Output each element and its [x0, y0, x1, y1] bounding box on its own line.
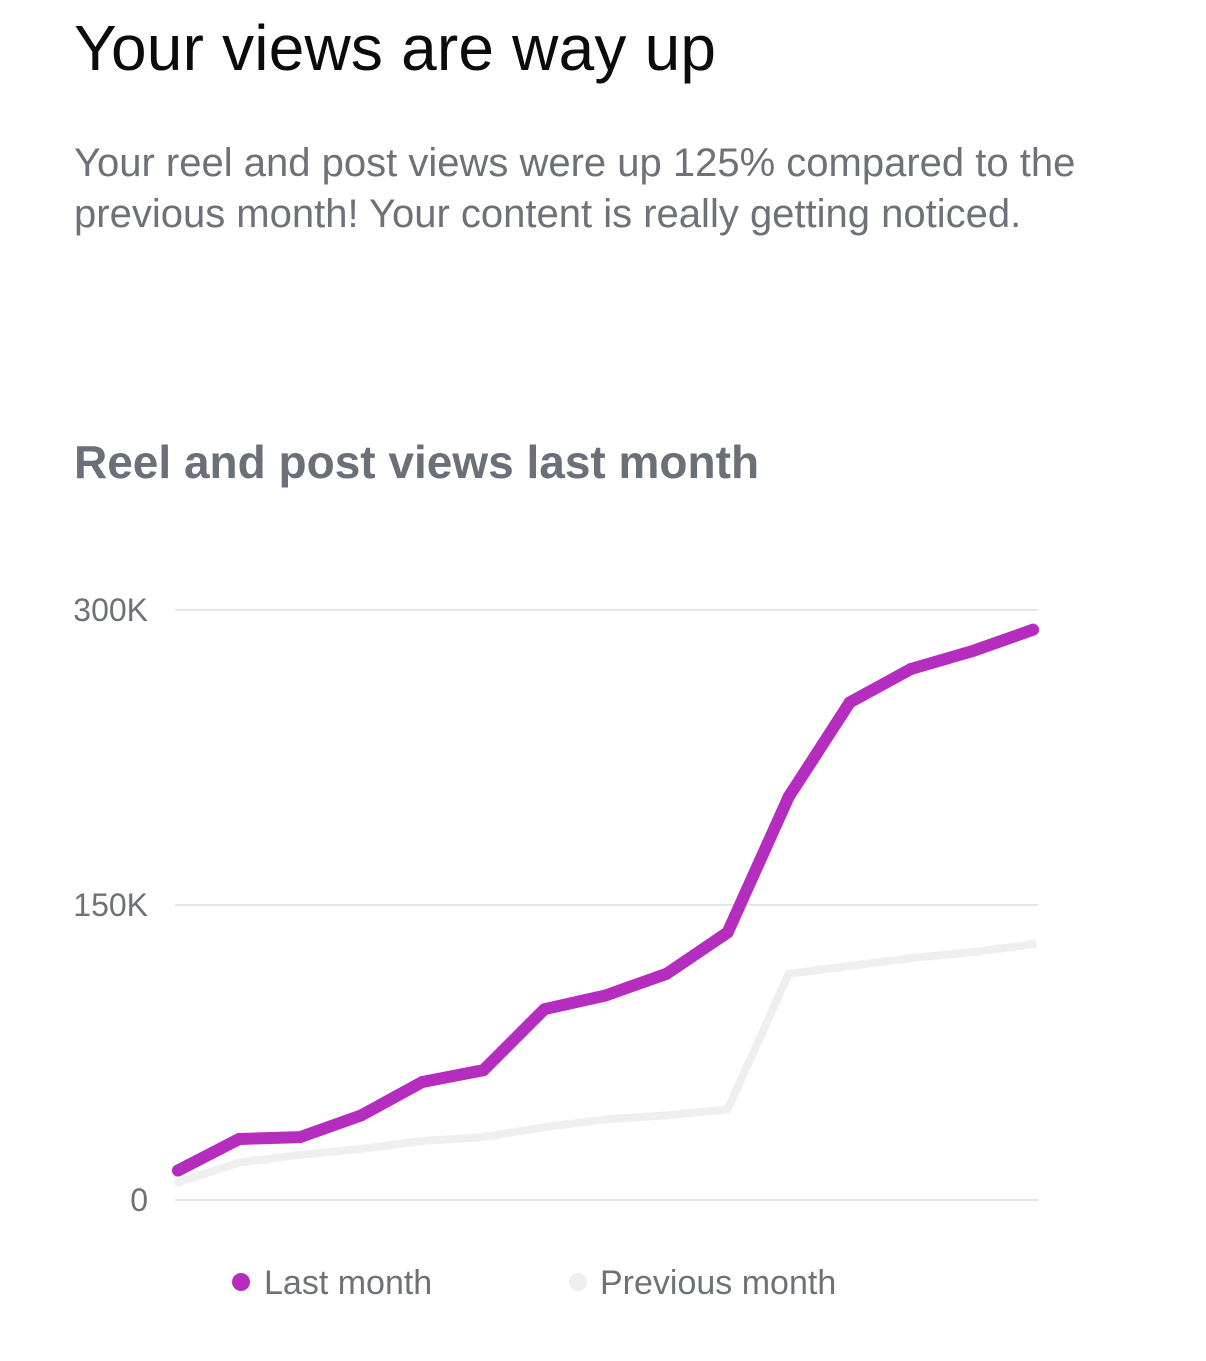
data-point-last-month	[416, 1076, 429, 1088]
legend-label-last-month: Last month	[264, 1264, 432, 1302]
data-point-last-month	[904, 663, 917, 675]
data-point-previous-month	[723, 1105, 732, 1114]
data-point-previous-month	[662, 1111, 671, 1120]
legend-dot-previous-month	[569, 1273, 587, 1291]
data-point-last-month	[782, 790, 795, 803]
views-line-chart: 0 150K 300K Last month Previous month	[73, 592, 1039, 1302]
legend-dot-last-month	[232, 1273, 250, 1291]
data-point-previous-month	[784, 969, 793, 978]
data-point-last-month	[477, 1064, 490, 1077]
y-tick-label: 150K	[73, 887, 148, 923]
data-point-last-month	[599, 989, 612, 1002]
data-point-last-month	[1027, 623, 1039, 636]
data-point-last-month	[294, 1131, 307, 1144]
data-point-previous-month	[418, 1137, 427, 1145]
data-point-previous-month	[1029, 940, 1037, 949]
data-point-previous-month	[906, 954, 915, 963]
data-point-previous-month	[845, 962, 854, 970]
data-point-last-month	[721, 926, 734, 939]
data-point-last-month	[965, 645, 978, 658]
data-point-previous-month	[174, 1178, 182, 1187]
data-point-last-month	[538, 1003, 551, 1016]
y-tick-label: 300K	[73, 592, 148, 628]
page-title: Your views are way up	[74, 12, 717, 84]
data-point-last-month	[355, 1109, 368, 1122]
series-line-previous-month	[174, 940, 1037, 1187]
data-point-previous-month	[540, 1123, 549, 1132]
data-point-previous-month	[357, 1144, 366, 1153]
data-point-last-month	[233, 1133, 246, 1145]
y-tick-label: 0	[130, 1182, 148, 1218]
data-point-previous-month	[967, 948, 976, 957]
data-point-previous-month	[296, 1150, 305, 1159]
data-point-previous-month	[235, 1158, 244, 1167]
data-point-last-month	[172, 1164, 184, 1177]
data-point-last-month	[660, 967, 673, 980]
description-text: Your reel and post views were up 125% co…	[74, 141, 1076, 236]
data-point-previous-month	[479, 1133, 488, 1142]
legend-label-previous-month: Previous month	[600, 1264, 836, 1302]
data-point-last-month	[843, 696, 856, 709]
chart-title: Reel and post views last month	[74, 436, 760, 488]
series-line-last-month	[172, 623, 1039, 1177]
data-point-previous-month	[601, 1115, 610, 1124]
